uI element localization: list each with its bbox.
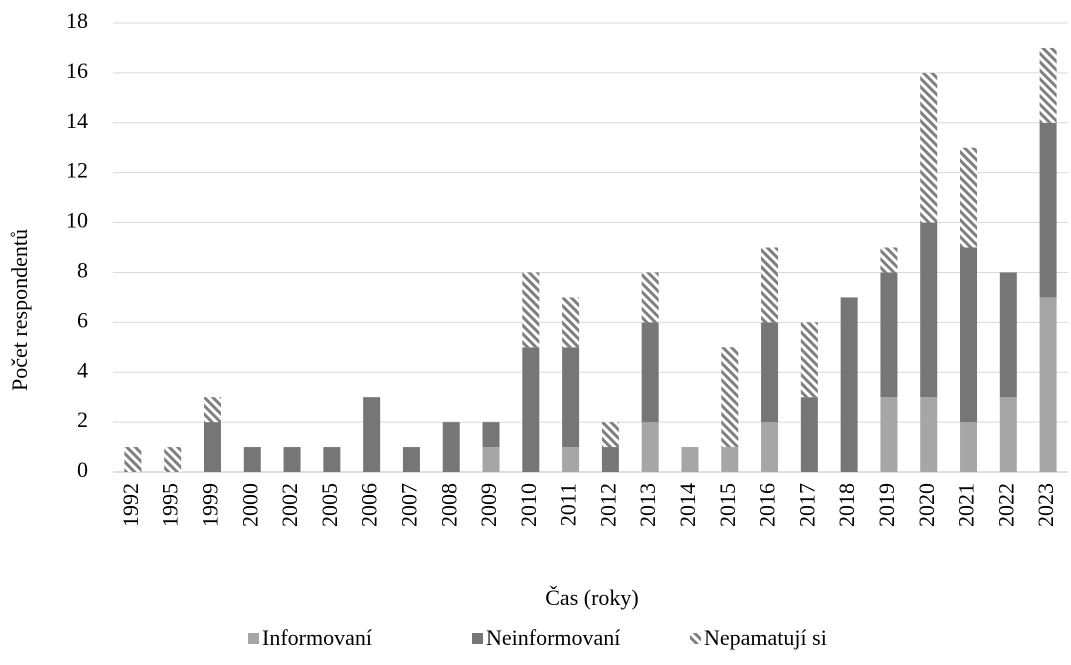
bar-segment xyxy=(562,297,580,348)
x-tick-label: 2023 xyxy=(1033,483,1058,527)
x-tick-label: 2000 xyxy=(237,483,262,527)
bar-segment xyxy=(164,447,182,472)
bar-segment xyxy=(1039,297,1057,472)
bar-segment xyxy=(880,247,898,273)
x-tick-label: 2016 xyxy=(755,483,780,527)
legend-swatch xyxy=(248,633,259,644)
bar-segment xyxy=(124,447,142,472)
y-tick-label: 12 xyxy=(66,158,88,183)
x-tick-label: 2009 xyxy=(476,483,501,527)
y-tick-label: 18 xyxy=(66,8,88,33)
x-tick-label: 2018 xyxy=(834,483,859,527)
x-axis-title: Čas (roky) xyxy=(545,585,638,610)
bar-segment xyxy=(562,447,580,472)
x-tick-label: 2015 xyxy=(715,483,740,527)
bar-segment xyxy=(363,397,381,472)
legend-label: Neinformovaní xyxy=(486,625,620,650)
bar-segment xyxy=(402,447,420,472)
bar-segment xyxy=(243,447,261,472)
bar-segment xyxy=(482,447,500,472)
bar-segment xyxy=(681,447,699,472)
x-tick-label: 2013 xyxy=(635,483,660,527)
bar-segment xyxy=(880,397,898,472)
x-tick-label: 1995 xyxy=(158,483,183,527)
legend-label: Nepamatují si xyxy=(704,625,827,650)
bar-segment xyxy=(203,422,221,472)
bar-segment xyxy=(601,422,619,448)
bar-segment xyxy=(1039,122,1057,298)
y-tick-label: 4 xyxy=(77,357,88,382)
legend-swatch xyxy=(472,633,483,644)
bar-segment xyxy=(960,147,978,248)
y-tick-label: 8 xyxy=(77,257,88,282)
y-tick-label: 0 xyxy=(77,457,88,482)
bar-segment xyxy=(761,247,779,323)
bar-segment xyxy=(920,222,938,398)
bar-segment xyxy=(641,272,659,323)
x-tick-label: 2010 xyxy=(516,483,541,527)
x-tick-label: 2002 xyxy=(277,483,302,527)
bar-segment xyxy=(641,322,659,423)
bar-segment xyxy=(840,297,858,472)
bar-segment xyxy=(920,72,938,223)
y-tick-label: 14 xyxy=(66,108,88,133)
x-tick-label: 2019 xyxy=(874,483,899,527)
legend-label: Informovaní xyxy=(262,625,372,650)
bar-segment xyxy=(880,272,898,398)
bar-segment xyxy=(999,397,1017,472)
bar-segment xyxy=(323,447,341,472)
x-tick-label: 2017 xyxy=(794,483,819,527)
y-tick-label: 10 xyxy=(66,208,88,233)
legend-swatch xyxy=(690,633,701,644)
bar-segment xyxy=(283,447,301,472)
bar-segment xyxy=(721,347,739,448)
bar-segment xyxy=(522,347,540,472)
bar-segment xyxy=(960,422,978,472)
bar-segment xyxy=(522,272,540,348)
bar-segment xyxy=(800,322,818,398)
x-tick-label: 2007 xyxy=(396,483,421,527)
x-tick-label: 2008 xyxy=(436,483,461,527)
x-tick-label: 1992 xyxy=(118,483,143,527)
bar-segment xyxy=(442,422,460,472)
bar-segment xyxy=(482,422,500,448)
bar-segment xyxy=(1039,47,1057,123)
x-tick-label: 2011 xyxy=(556,483,581,526)
y-tick-label: 2 xyxy=(77,407,88,432)
x-tick-label: 2005 xyxy=(317,483,342,527)
y-tick-label: 16 xyxy=(66,58,88,83)
x-tick-label: 2020 xyxy=(914,483,939,527)
y-tick-label: 6 xyxy=(77,307,88,332)
bar-segment xyxy=(920,397,938,472)
bar-segment xyxy=(562,347,580,448)
bar-segment xyxy=(203,397,221,423)
bar-segment xyxy=(800,397,818,472)
x-tick-label: 2021 xyxy=(954,483,979,527)
bar-segment xyxy=(999,272,1017,398)
bar-segment xyxy=(761,322,779,423)
x-tick-label: 2012 xyxy=(595,483,620,527)
bar-segment xyxy=(761,422,779,472)
x-tick-label: 1999 xyxy=(198,483,223,527)
x-tick-label: 2014 xyxy=(675,483,700,527)
x-tick-label: 2022 xyxy=(993,483,1018,527)
bar-segment xyxy=(601,447,619,472)
bar-segment xyxy=(721,447,739,472)
bar-segment xyxy=(960,247,978,423)
x-tick-label: 2006 xyxy=(357,483,382,527)
y-axis-title: Počet respondentů xyxy=(7,229,32,391)
bar-segment xyxy=(641,422,659,472)
